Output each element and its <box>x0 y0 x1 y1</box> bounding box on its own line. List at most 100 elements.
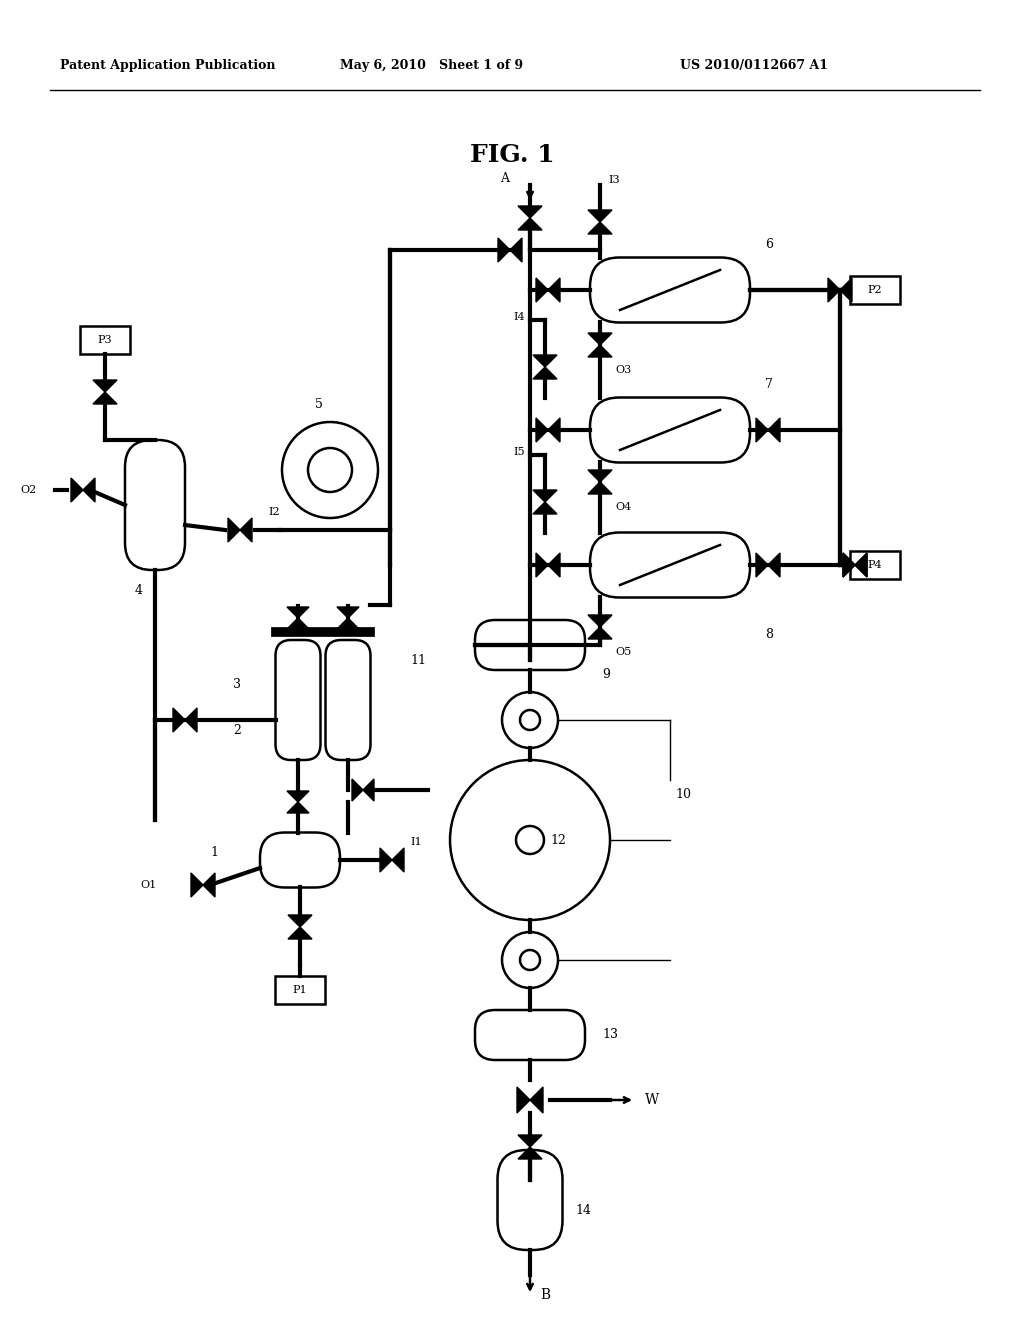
Text: O3: O3 <box>615 366 631 375</box>
Polygon shape <box>240 517 252 543</box>
Text: I5: I5 <box>513 447 524 457</box>
Polygon shape <box>756 418 768 442</box>
Text: 11: 11 <box>410 653 426 667</box>
Polygon shape <box>93 380 117 392</box>
Bar <box>850 550 900 579</box>
Text: 12: 12 <box>550 833 566 846</box>
Circle shape <box>282 422 378 517</box>
Polygon shape <box>530 1086 543 1113</box>
Polygon shape <box>287 791 309 803</box>
Bar <box>850 276 900 304</box>
Text: 3: 3 <box>233 678 241 692</box>
Polygon shape <box>71 478 83 502</box>
Text: B: B <box>540 1288 550 1302</box>
Polygon shape <box>287 803 309 813</box>
Polygon shape <box>83 478 95 502</box>
FancyBboxPatch shape <box>590 532 750 598</box>
Polygon shape <box>588 222 612 234</box>
Polygon shape <box>768 418 780 442</box>
FancyBboxPatch shape <box>125 440 185 570</box>
Polygon shape <box>534 502 557 513</box>
Text: I3: I3 <box>608 176 620 185</box>
Polygon shape <box>498 238 510 261</box>
Circle shape <box>502 692 558 748</box>
Text: O2: O2 <box>20 484 36 495</box>
Text: P2: P2 <box>867 285 883 294</box>
Polygon shape <box>843 553 855 577</box>
Polygon shape <box>588 333 612 345</box>
Polygon shape <box>548 553 560 577</box>
Polygon shape <box>228 517 240 543</box>
Polygon shape <box>510 238 522 261</box>
Text: 14: 14 <box>575 1204 591 1217</box>
Polygon shape <box>362 779 374 801</box>
Text: O4: O4 <box>615 502 631 512</box>
Text: P3: P3 <box>97 335 113 345</box>
Polygon shape <box>173 708 185 733</box>
Text: 9: 9 <box>602 668 610 681</box>
Text: 4: 4 <box>135 583 143 597</box>
Polygon shape <box>588 210 612 222</box>
Polygon shape <box>93 392 117 404</box>
Polygon shape <box>287 618 309 630</box>
Polygon shape <box>518 218 542 230</box>
Polygon shape <box>548 279 560 302</box>
Text: O5: O5 <box>615 647 631 657</box>
Polygon shape <box>855 553 867 577</box>
Polygon shape <box>588 470 612 482</box>
Circle shape <box>450 760 610 920</box>
FancyBboxPatch shape <box>260 833 340 887</box>
Polygon shape <box>588 345 612 356</box>
Text: Patent Application Publication: Patent Application Publication <box>60 58 275 71</box>
Polygon shape <box>288 927 312 939</box>
FancyBboxPatch shape <box>275 640 321 760</box>
Text: US 2010/0112667 A1: US 2010/0112667 A1 <box>680 58 828 71</box>
Polygon shape <box>536 553 548 577</box>
Circle shape <box>308 447 352 492</box>
Polygon shape <box>548 418 560 442</box>
Bar <box>275 975 325 1005</box>
Polygon shape <box>203 873 215 898</box>
Polygon shape <box>337 618 359 630</box>
Polygon shape <box>840 279 852 302</box>
Polygon shape <box>517 1086 530 1113</box>
Polygon shape <box>756 553 768 577</box>
Text: FIG. 1: FIG. 1 <box>470 143 554 168</box>
Text: P4: P4 <box>867 560 883 570</box>
Polygon shape <box>536 279 548 302</box>
Text: 8: 8 <box>765 628 773 642</box>
Text: 2: 2 <box>233 723 241 737</box>
Polygon shape <box>191 873 203 898</box>
Circle shape <box>516 826 544 854</box>
FancyBboxPatch shape <box>590 397 750 462</box>
Polygon shape <box>768 553 780 577</box>
Polygon shape <box>588 615 612 627</box>
Polygon shape <box>588 482 612 494</box>
Polygon shape <box>828 279 840 302</box>
Polygon shape <box>380 847 392 873</box>
Polygon shape <box>518 1135 542 1147</box>
Text: O1: O1 <box>140 880 157 890</box>
Polygon shape <box>392 847 404 873</box>
Circle shape <box>520 950 540 970</box>
Polygon shape <box>287 607 309 618</box>
Text: 7: 7 <box>765 379 773 392</box>
Text: 6: 6 <box>765 239 773 252</box>
Circle shape <box>502 932 558 987</box>
Polygon shape <box>352 779 362 801</box>
Polygon shape <box>534 355 557 367</box>
Polygon shape <box>536 418 548 442</box>
Polygon shape <box>534 367 557 379</box>
Polygon shape <box>288 915 312 927</box>
Text: I1: I1 <box>410 837 422 847</box>
Polygon shape <box>855 553 867 577</box>
Polygon shape <box>588 627 612 639</box>
FancyBboxPatch shape <box>326 640 371 760</box>
Text: 10: 10 <box>675 788 691 801</box>
Text: A: A <box>500 172 509 185</box>
Polygon shape <box>518 206 542 218</box>
Polygon shape <box>185 708 197 733</box>
Text: May 6, 2010   Sheet 1 of 9: May 6, 2010 Sheet 1 of 9 <box>340 58 523 71</box>
Circle shape <box>520 710 540 730</box>
Text: I4: I4 <box>513 312 524 322</box>
